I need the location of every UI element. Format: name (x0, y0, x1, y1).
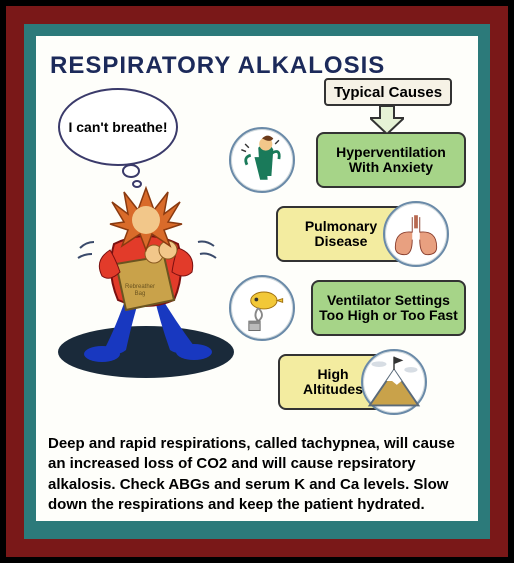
down-arrow-icon (370, 106, 404, 134)
outer-black: RESPIRATORY ALKALOSIS Typical Causes I c… (0, 0, 514, 563)
teal-band: RESPIRATORY ALKALOSIS Typical Causes I c… (24, 24, 490, 539)
cause-row: Hyperventilation With Anxiety (251, 128, 466, 192)
cause-label: Ventilator Settings Too High or Too Fast (311, 280, 466, 336)
cause-row: Pulmonary Disease (251, 202, 466, 266)
cause-row: High Altitudes (251, 350, 466, 414)
causes-column: Hyperventilation With Anxiety Pulmonary … (251, 128, 466, 424)
thought-dot (132, 180, 142, 188)
svg-text:Bag: Bag (135, 291, 146, 297)
page-title: RESPIRATORY ALKALOSIS (50, 52, 385, 80)
character-illustration: Rebreather Bag (46, 172, 246, 382)
lungs-icon (383, 201, 449, 267)
mountain-icon (361, 349, 427, 415)
thought-dot (122, 164, 140, 178)
cause-label: Hyperventilation With Anxiety (316, 132, 466, 188)
cause-row: Ventilator Settings Too High or Too Fast (251, 276, 466, 340)
thought-bubble: I can't breathe! (58, 88, 178, 166)
description-paragraph: Deep and rapid respirations, called tach… (48, 434, 466, 515)
maroon-frame: RESPIRATORY ALKALOSIS Typical Causes I c… (6, 6, 508, 557)
svg-text:Rebreather: Rebreather (125, 284, 155, 290)
typical-causes-box: Typical Causes (324, 78, 452, 106)
